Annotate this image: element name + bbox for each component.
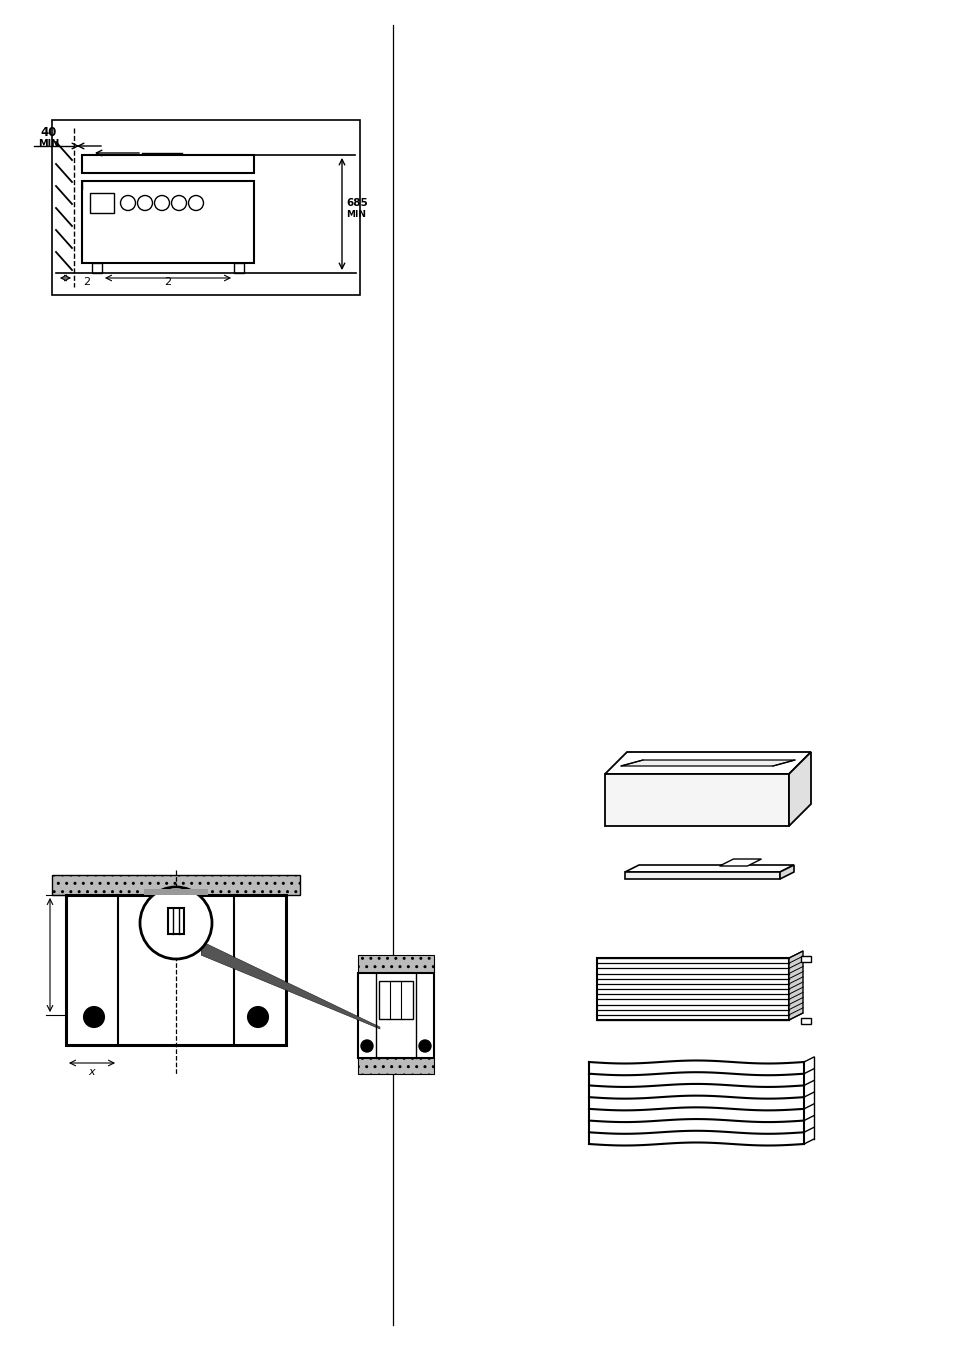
Bar xyxy=(597,958,788,1020)
Text: MIN: MIN xyxy=(38,139,59,149)
Polygon shape xyxy=(604,753,810,774)
Circle shape xyxy=(418,1040,431,1052)
Bar xyxy=(357,1058,434,1074)
Bar xyxy=(82,181,253,263)
Bar xyxy=(801,957,810,962)
Circle shape xyxy=(172,196,186,211)
Circle shape xyxy=(137,196,152,211)
Bar xyxy=(52,120,359,295)
Bar xyxy=(66,894,286,1046)
Polygon shape xyxy=(620,761,794,766)
Bar xyxy=(91,263,102,273)
Text: 40: 40 xyxy=(41,126,57,139)
Text: 685: 685 xyxy=(346,199,367,208)
Bar xyxy=(52,875,299,894)
Polygon shape xyxy=(604,774,788,825)
Text: 2: 2 xyxy=(83,277,91,286)
Bar xyxy=(90,193,113,213)
Circle shape xyxy=(140,888,212,959)
Bar xyxy=(801,1019,810,1024)
Circle shape xyxy=(189,196,203,211)
Polygon shape xyxy=(788,951,802,1020)
Circle shape xyxy=(84,1006,104,1027)
Bar xyxy=(378,981,413,1019)
Polygon shape xyxy=(780,865,793,880)
Bar xyxy=(357,955,434,973)
Text: 2: 2 xyxy=(164,277,172,286)
Polygon shape xyxy=(624,871,780,880)
Bar xyxy=(82,155,253,173)
Polygon shape xyxy=(788,753,810,825)
Text: MIN: MIN xyxy=(346,209,366,219)
Circle shape xyxy=(154,196,170,211)
Circle shape xyxy=(360,1040,373,1052)
Bar xyxy=(233,263,244,273)
Polygon shape xyxy=(719,859,760,866)
Polygon shape xyxy=(624,865,793,871)
Text: x: x xyxy=(89,1067,95,1077)
Bar xyxy=(357,973,434,1058)
Bar xyxy=(144,889,208,894)
Circle shape xyxy=(248,1006,268,1027)
Polygon shape xyxy=(201,942,379,1029)
Circle shape xyxy=(120,196,135,211)
Bar xyxy=(168,908,184,934)
